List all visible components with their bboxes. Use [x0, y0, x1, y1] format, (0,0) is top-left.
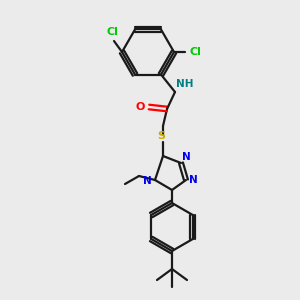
Text: NH: NH	[176, 79, 194, 89]
Text: N: N	[143, 176, 152, 186]
Text: Cl: Cl	[189, 47, 201, 57]
Text: Cl: Cl	[106, 27, 118, 37]
Text: S: S	[157, 131, 165, 141]
Text: N: N	[189, 175, 198, 185]
Text: O: O	[136, 102, 145, 112]
Text: N: N	[182, 152, 191, 162]
